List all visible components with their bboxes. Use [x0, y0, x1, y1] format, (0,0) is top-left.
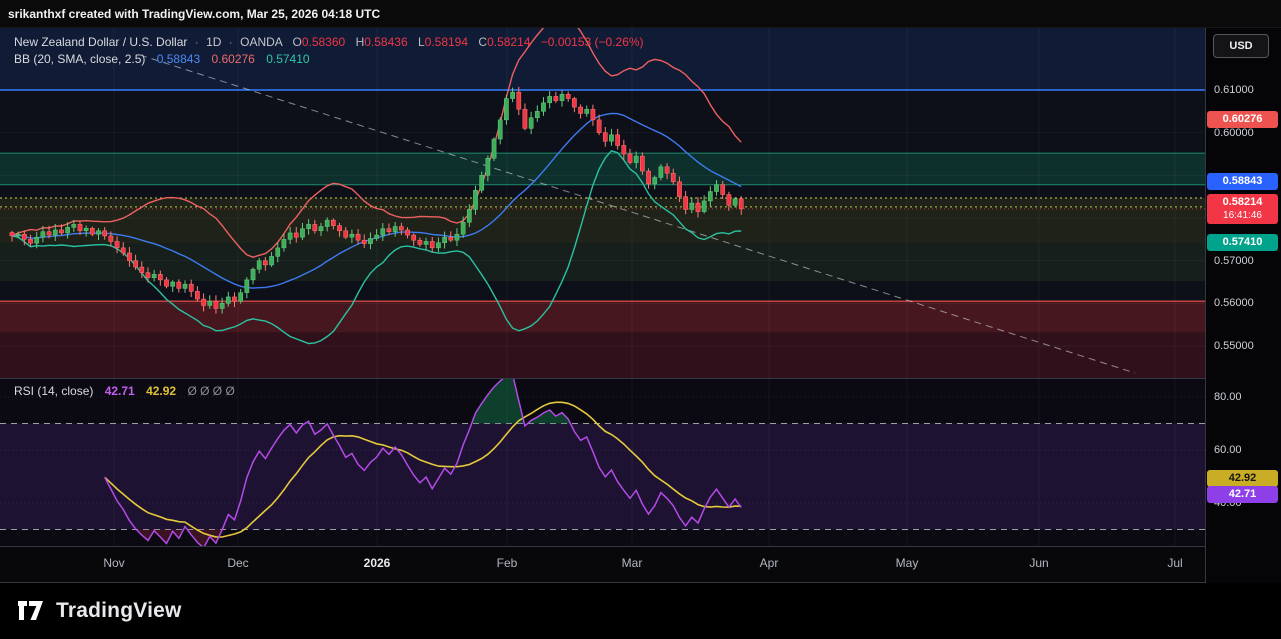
- price-badge: 0.58214 16:41:46: [1207, 194, 1278, 224]
- rsi-line[interactable]: [104, 379, 742, 546]
- price-badge: 42.92: [1207, 470, 1278, 487]
- bb-upper-line: [11, 28, 742, 258]
- drawn-zones[interactable]: [0, 28, 1205, 378]
- price-scale-tick: 0.55000: [1214, 340, 1254, 352]
- price-scale-tick: 80.00: [1214, 391, 1242, 403]
- price-badge: 0.60276: [1207, 111, 1278, 128]
- price-scale[interactable]: USD 0.61000 0.60000 0.57000 0.56000 0.55000 8…: [1205, 28, 1281, 583]
- time-axis[interactable]: Nov Dec 2026 Feb Mar Apr May Jun Jul: [0, 547, 1205, 582]
- time-axis-label: Jul: [1167, 556, 1183, 570]
- price-badge: 0.57410: [1207, 234, 1278, 251]
- time-axis-label: Jun: [1029, 556, 1049, 570]
- axis-divider: [0, 582, 1281, 583]
- attribution-bar: srikanthxf created with TradingView.com,…: [0, 0, 1281, 28]
- time-axis-label: Dec: [227, 556, 249, 570]
- time-axis-label: Feb: [496, 556, 518, 570]
- price-chart-canvas[interactable]: [0, 28, 1205, 378]
- attribution-text: srikanthxf created with TradingView.com,…: [8, 7, 381, 21]
- trendline[interactable]: [139, 54, 1136, 374]
- price-scale-tick: 60.00: [1214, 444, 1242, 456]
- rsi-chart-canvas[interactable]: [0, 379, 1205, 546]
- price-scale-tick: 0.61000: [1214, 84, 1254, 96]
- tradingview-brand-text[interactable]: TradingView: [56, 599, 182, 622]
- price-scale-tick: 0.57000: [1214, 255, 1254, 267]
- pane-divider[interactable]: [0, 378, 1281, 379]
- price-scale-tick: 0.60000: [1214, 127, 1254, 139]
- price-scale-tick: 0.56000: [1214, 297, 1254, 309]
- candles-series[interactable]: [9, 86, 744, 314]
- rsi-ma-line[interactable]: [104, 401, 742, 538]
- currency-toggle-button[interactable]: USD: [1213, 34, 1269, 58]
- tradingview-logo-icon[interactable]: [16, 598, 46, 624]
- time-axis-label: Nov: [103, 556, 125, 570]
- price-badge: 42.71: [1207, 486, 1278, 503]
- time-axis-label: Mar: [621, 556, 643, 570]
- time-axis-label: May: [895, 556, 919, 570]
- pane-divider[interactable]: [0, 546, 1281, 547]
- rsi-pane[interactable]: [0, 379, 1205, 546]
- grid: [0, 28, 1205, 378]
- rsi-overbought-fill: [304, 379, 571, 424]
- footer-bar: TradingView: [0, 583, 1281, 639]
- time-axis-label: 2026: [363, 556, 391, 570]
- time-axis-label: Apr: [759, 556, 779, 570]
- main-price-pane[interactable]: [0, 28, 1205, 378]
- price-badge: 0.58843: [1207, 173, 1278, 190]
- rsi-background: [0, 379, 1205, 546]
